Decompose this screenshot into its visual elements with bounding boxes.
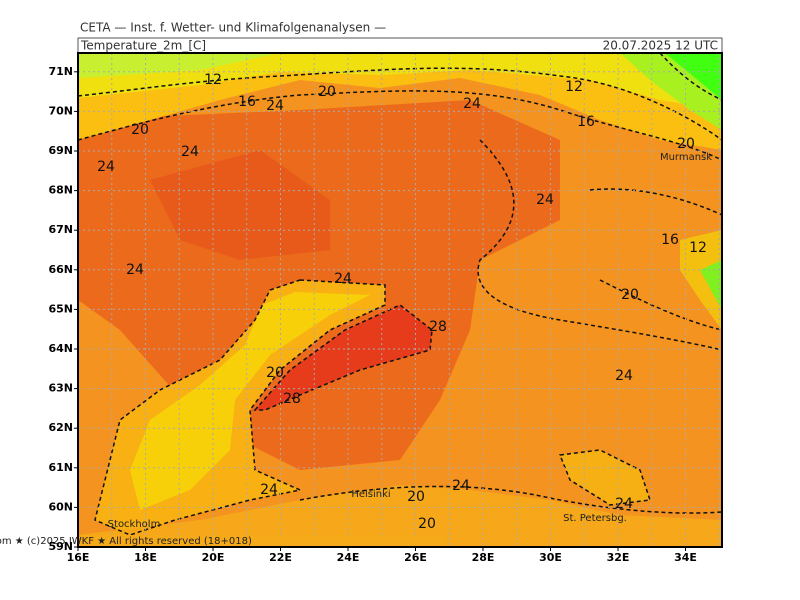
lat-label: 59N [48,540,73,553]
field: Temperature_2m_[C] [80,39,206,53]
lon-label: 16E [67,551,90,564]
lon-label: 18E [134,551,157,564]
axes: 16E 18E 20E 22E 24E 26E 28E 30E 32E 34E 59N 60N 61N 6… [48,65,696,564]
city-label: Murmansk [660,152,712,163]
contour-label: 24 [266,98,284,114]
lat-label: 61N [48,461,73,474]
lat-label: 71N [48,65,73,78]
isotherm [299,485,722,514]
contour-label: 12 [565,79,583,95]
isotherm [78,67,722,141]
map-field [78,53,722,547]
footer-box [79,535,445,546]
lat-label: 63N [48,382,73,395]
contour-label: 20 [318,84,336,100]
contour-label: 20 [621,287,639,303]
contour-label: 24 [463,96,481,112]
isotherm [589,188,722,331]
footer: meteo-services.com ★ (c)2025 IWKF ★ All … [0,536,252,547]
lon-label: 32E [607,551,630,564]
lat-label: 64N [48,342,73,355]
isotherm [558,449,652,506]
contour-label: 16 [661,232,679,248]
contour-label: 24 [181,144,199,160]
lon-label: 34E [674,551,697,564]
source: CETA — Inst. f. Wetter- und Klimafolgena… [80,21,386,35]
lat-label: 66N [48,263,73,276]
map-labels: 12 16 24 20 12 24 16 20 20 Murmansk 24 2… [97,72,712,532]
lon-label: 30E [539,551,562,564]
contour-label: 24 [615,368,633,384]
contour-label: 20 [407,489,425,505]
contour-label: 28 [429,319,447,335]
contour-label: 16 [238,94,256,110]
lat-label: 65N [48,302,73,315]
contour-label: 24 [97,159,115,175]
isotherm [78,90,722,161]
contour-label: 20 [131,122,149,138]
lon-label: 24E [337,551,360,564]
lat-label: 69N [48,144,73,157]
contour-label: 24 [615,496,633,512]
contour-label: 24 [126,262,144,278]
lon-label: 28E [472,551,495,564]
contour-label: 12 [204,72,222,88]
contour-label: 28 [283,391,301,407]
lat-label: 67N [48,223,73,236]
datetime: 20.07.2025 12 UTC [603,39,718,53]
city-label: St. Petersbg. [563,513,627,524]
lon-label: 20E [202,551,225,564]
lat-label: 60N [48,500,73,513]
contour-label: 20 [418,516,436,532]
contour-label: 24 [260,482,278,498]
lat-label: 62N [48,421,73,434]
city-label: Stockholm [108,519,161,530]
contour-label: 20 [266,365,284,381]
lon-label: 26E [404,551,427,564]
lat-label: 70N [48,104,73,117]
isotherm [659,53,722,101]
lon-label: 22E [269,551,292,564]
contour-label: 16 [577,114,595,130]
city-label: Helsinki [351,489,390,500]
isotherm [477,139,722,351]
grid [78,53,722,547]
contour-label: 24 [334,271,352,287]
map-frame [77,52,723,548]
contour-label: 24 [536,192,554,208]
lat-label: 68N [48,184,73,197]
isotherm [253,304,433,411]
contour-label: 12 [689,240,707,256]
contour-label: 24 [452,478,470,494]
contour-label: 20 [677,136,695,152]
